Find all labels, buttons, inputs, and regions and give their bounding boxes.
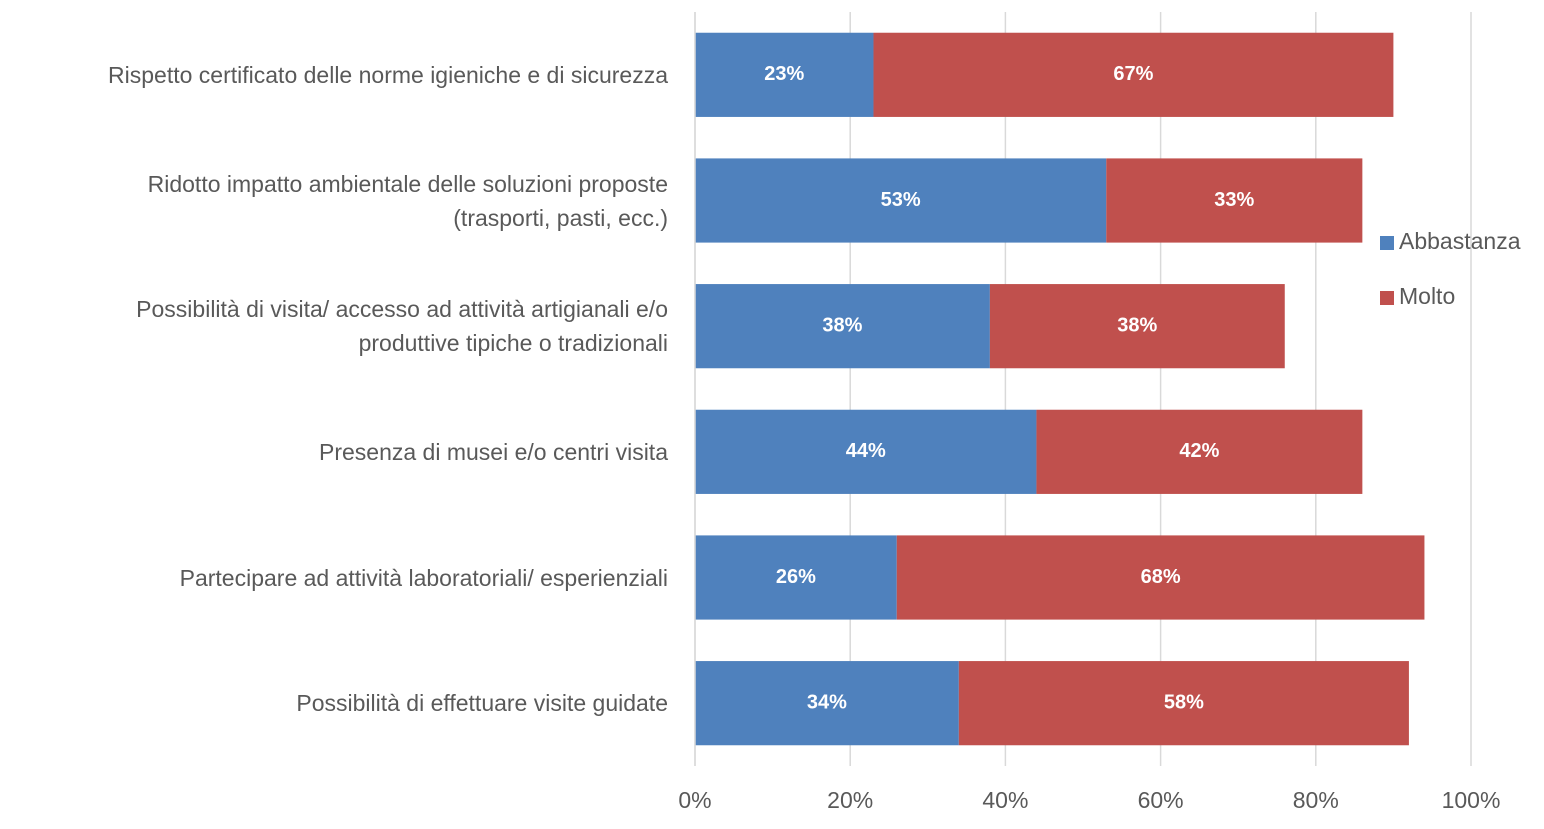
legend-label: Abbastanza xyxy=(1399,228,1521,254)
category-label: Possibilità di visita/ accesso ad attivi… xyxy=(136,296,668,357)
data-label: 34% xyxy=(807,691,847,713)
bar xyxy=(989,284,1285,369)
category-label: Possibilità di effettuare visite guidate xyxy=(296,690,668,717)
data-label: 44% xyxy=(846,440,886,462)
data-label: 42% xyxy=(1179,440,1219,462)
data-label: 53% xyxy=(881,189,921,211)
bar xyxy=(1036,409,1363,494)
bar xyxy=(958,661,1409,746)
data-label: 68% xyxy=(1141,566,1181,588)
category-label: Presenza di musei e/o centri visita xyxy=(319,438,668,465)
x-tick-label: 20% xyxy=(827,787,873,813)
x-tick-label: 60% xyxy=(1138,787,1184,813)
data-label: 38% xyxy=(1117,314,1157,336)
category-label: Ridotto impatto ambientale delle soluzio… xyxy=(147,170,668,231)
category-label: Rispetto certificato delle norme igienic… xyxy=(108,61,668,88)
bar xyxy=(695,32,874,117)
data-label: 23% xyxy=(764,63,804,85)
legend-swatch xyxy=(1380,236,1394,250)
legend-swatch xyxy=(1380,291,1394,305)
data-label: 67% xyxy=(1113,63,1153,85)
bar xyxy=(873,32,1394,117)
bar xyxy=(695,661,959,746)
data-label: 26% xyxy=(776,566,816,588)
bar xyxy=(695,158,1107,243)
data-label: 58% xyxy=(1164,691,1204,713)
bar xyxy=(896,535,1425,620)
x-tick-label: 40% xyxy=(982,787,1028,813)
x-tick-label: 0% xyxy=(678,787,711,813)
legend-label: Molto xyxy=(1399,283,1455,309)
bar xyxy=(695,284,990,369)
data-label: 38% xyxy=(822,314,862,336)
bar xyxy=(695,409,1037,494)
x-tick-label: 80% xyxy=(1293,787,1339,813)
category-label: Partecipare ad attività laboratoriali/ e… xyxy=(179,564,668,591)
bar xyxy=(695,535,897,620)
x-tick-label: 100% xyxy=(1442,787,1501,813)
bar xyxy=(1106,158,1363,243)
data-label: 33% xyxy=(1214,189,1254,211)
